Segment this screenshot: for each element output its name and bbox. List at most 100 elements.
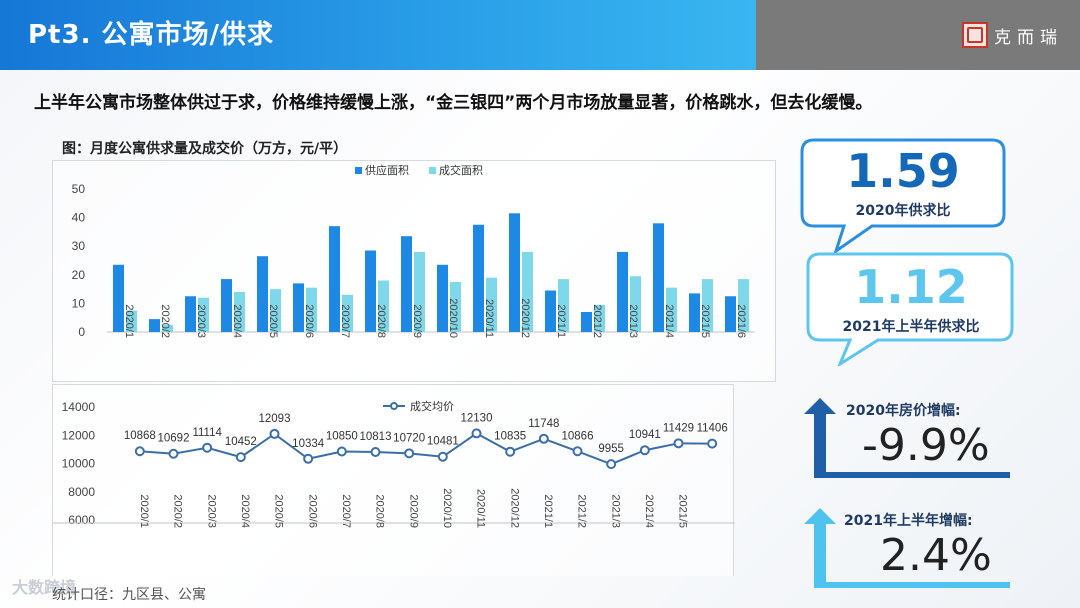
x-tick-label: 2020/5 [273,494,285,528]
data-label: 10452 [225,436,257,448]
bar-supply [113,264,124,332]
bar-supply [617,251,628,332]
x-tick-label: 2020/8 [375,304,387,338]
x-tick-label: 2020/8 [374,494,386,528]
y-tick-label: 10000 [62,457,96,471]
data-label: 9955 [598,443,624,455]
bar-supply [329,226,340,332]
bar-deal [306,287,317,332]
data-label: 10813 [360,431,392,443]
bar-supply [437,264,448,332]
x-tick-label: 2021/6 [735,304,747,338]
bar-supply [509,213,520,332]
y-tick-label: 8000 [68,485,95,499]
price-point [673,438,684,449]
bar-supply [725,296,736,332]
x-tick-label: 2021/5 [677,494,689,528]
page-title: Pt3. 公寓市场/供求 [28,20,275,50]
price-point [538,433,549,444]
speech-bubble-shape [806,252,1014,366]
data-label: 11114 [192,427,222,439]
kpi-price-2021h1: 2021年上半年增幅: 2.4% [802,506,1012,590]
x-tick-label: 2020/12 [508,488,520,528]
x-tick-label: 2020/11 [475,489,487,528]
up-arrow-icon [804,398,1010,478]
x-tick-label: 2020/11 [483,299,495,338]
x-tick-label: 2020/2 [172,494,184,528]
bar-deal [378,280,389,332]
data-label: 10481 [427,436,459,448]
x-tick-label: 2020/6 [306,494,318,528]
bar-supply [545,290,556,332]
line-chart-panel: 6000 8000 10000 12000 14000 10868 10692 11114 10… [52,384,735,576]
x-tick-label: 2020/1 [123,304,135,338]
bar-supply [221,279,232,332]
data-label: 10720 [393,432,425,444]
bar-supply [185,296,196,332]
header-title-band: Pt3. 公寓市场/供求 [0,0,756,70]
data-label: 12130 [461,412,493,424]
bar-supply [689,293,700,332]
brand-logo: 克而瑞 [962,20,1063,50]
data-label: 10868 [124,430,156,442]
kpi-price-2020: 2020年房价增幅: -9.9% [802,396,1012,482]
x-tick-label: 2020/1 [138,494,150,528]
y-tick-label: 30 [72,239,86,253]
x-tick-label: 2021/1 [542,494,554,528]
source-note: 统计口径：九区县、公寓 [52,587,206,603]
bar-deal [522,251,533,332]
x-tick-label: 2020/4 [231,304,243,338]
x-tick-label: 2021/2 [591,304,603,338]
x-tick-label: 2020/7 [340,494,352,528]
x-tick-label: 2020/10 [441,488,453,528]
bar-deal [666,287,677,332]
y-tick-label: 6000 [68,513,95,527]
watermark-logo: 大数跨境 [12,578,77,597]
price-point [168,448,179,459]
data-label: 11406 [697,423,728,435]
header-bar: Pt3. 公寓市场/供求 克而瑞 [0,0,1080,70]
y-tick-label: 14000 [62,400,96,414]
x-tick-label: 2020/6 [303,304,315,338]
kpi-value: 2.4% [880,530,992,581]
kpi-bubble-2020-ratio: 1.59 2020年供求比 [800,138,1006,254]
bar-deal [558,279,569,332]
kpi-value: -9.9% [862,420,990,471]
y-tick-label: 0 [78,325,85,339]
x-tick-label: 2020/9 [411,304,423,338]
up-arrow-icon [804,508,1010,588]
x-tick-label: 2021/3 [627,304,639,338]
price-point [707,438,718,449]
price-point [269,428,280,439]
bar-deal [486,277,497,332]
data-label: 11429 [663,422,694,434]
bar-supply [257,256,268,332]
x-tick-label: 2021/4 [643,494,655,528]
x-tick-label: 2021/5 [699,304,711,338]
price-point [303,453,314,464]
bar-deal [738,279,749,332]
bar-deal [270,289,281,332]
bar-deal [450,281,461,332]
price-point [505,446,516,457]
price-point [639,445,650,456]
price-line [139,432,713,466]
bar-deal [414,251,425,332]
bar-deal [126,310,137,332]
legend-label: 供应面积 [365,163,409,177]
bar-deal [342,294,353,332]
kpi-label: 2020年房价增幅: [846,403,961,419]
x-tick-label: 2020/9 [407,494,419,528]
legend-label: 成交面积 [439,163,483,177]
data-label: 10866 [562,430,594,442]
x-tick-label: 2020/12 [519,298,531,338]
kpi-bubble-2021h1-ratio: 1.12 2021年上半年供求比 [806,250,1016,366]
y-tick-label: 12000 [62,428,96,442]
bar-supply [149,319,160,332]
x-tick-label: 2021/3 [609,494,621,528]
bar-deal [630,276,641,332]
y-tick-label: 20 [72,268,86,282]
y-tick-label: 40 [72,211,86,225]
x-tick-label: 2021/4 [663,304,675,338]
